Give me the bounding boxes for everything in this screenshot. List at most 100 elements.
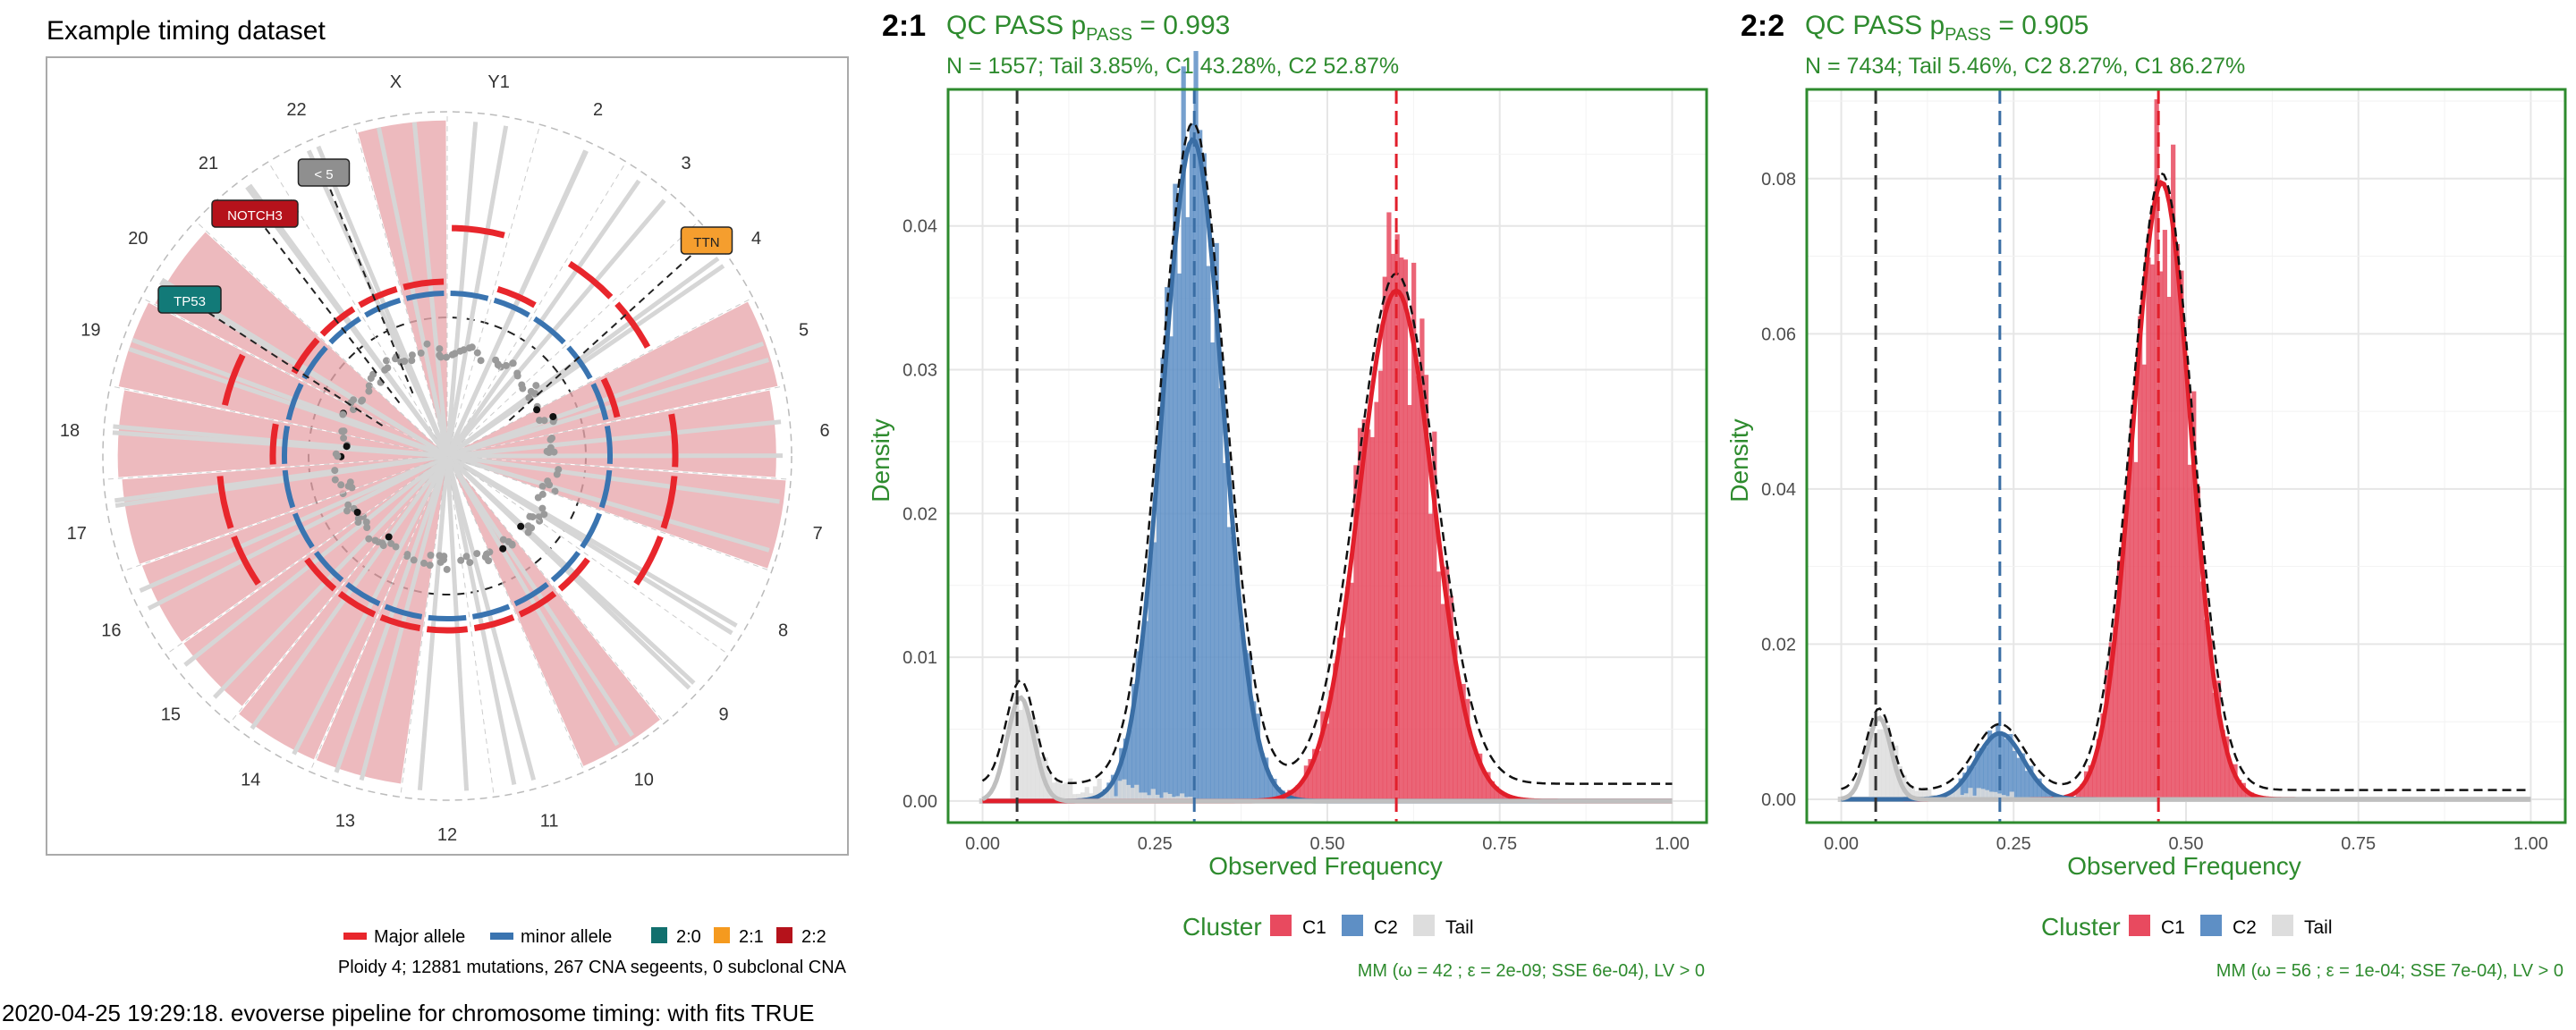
histogram-bar <box>2008 734 2013 799</box>
karyotype-2-2-swatch <box>776 927 792 943</box>
mutation-dot <box>353 509 361 516</box>
legend-label-tail: Tail <box>1445 917 1474 938</box>
mutation-dot <box>344 501 352 509</box>
histogram-bar <box>2125 493 2131 799</box>
histogram-bar <box>1209 342 1216 801</box>
cna-spike <box>183 454 449 667</box>
histogram-bar <box>2049 793 2055 799</box>
mutation-dot <box>468 343 476 351</box>
mutation-dot <box>378 539 386 547</box>
model-footnote: MM (ω = 56 ; ε = 1e-04; SSE 7e-04), LV >… <box>2216 961 2563 981</box>
footer-caption: 2020-04-25 19:29:18. evoverse pipeline f… <box>2 1000 815 1026</box>
histogram-bar <box>1966 765 1972 799</box>
histogram-bar <box>2191 391 2197 799</box>
chromosome-boundary <box>103 455 448 480</box>
mixture-density-curve <box>981 121 1673 785</box>
mutation-dot <box>436 351 444 359</box>
histogram-bar <box>2237 780 2242 799</box>
cna-spike <box>445 149 589 458</box>
mutation-dot <box>340 434 348 442</box>
mutation-dot <box>423 340 431 348</box>
mutation-dot <box>385 533 393 541</box>
y-tick-label: 0.01 <box>902 648 937 668</box>
histogram-bar <box>1361 418 1367 801</box>
histogram-bar <box>2199 581 2205 799</box>
histogram-bar <box>2083 771 2089 799</box>
histogram-bar <box>1222 462 1228 801</box>
histogram-bar <box>1478 753 1483 801</box>
y-tick-label: 0.04 <box>902 217 937 237</box>
histogram-bar <box>1105 787 1110 801</box>
circos-panel: Example timing dataset Y1 2 3 4 5 6 7 8 9 10 11 12 1… <box>46 16 849 977</box>
histogram-bar <box>1316 750 1321 801</box>
cna-spike <box>445 455 517 785</box>
histogram-bar <box>2108 642 2114 799</box>
gene-pointer-line <box>254 214 401 404</box>
cna-spike <box>445 455 470 791</box>
histogram-bar <box>2133 461 2139 799</box>
mutation-dot <box>331 467 339 475</box>
gene-label: < 5 <box>314 167 333 182</box>
outer-ring <box>102 111 792 801</box>
histogram-bar <box>1333 663 1338 801</box>
gene-label: TP53 <box>174 294 206 309</box>
histogram-bar <box>1163 792 1168 801</box>
gene-label: NOTCH3 <box>227 208 283 224</box>
cna-spike <box>445 453 733 636</box>
chromosome-label: 9 <box>719 705 729 725</box>
histogram-bar <box>1255 713 1261 801</box>
mutation-dot <box>466 559 474 567</box>
histogram-bar <box>1328 690 1334 801</box>
histogram-bar <box>1914 790 1919 799</box>
mutation-dot <box>343 507 351 515</box>
mutation-dot <box>508 541 516 549</box>
cna-spike <box>446 419 782 459</box>
histogram-bar <box>2195 486 2201 799</box>
cna-segment <box>183 456 447 706</box>
mutation-dot <box>354 514 362 522</box>
histogram-bar <box>1234 565 1240 801</box>
major-allele-arc <box>358 285 398 308</box>
mutation-dot <box>367 375 375 383</box>
histogram-bar <box>2162 230 2168 799</box>
histogram-bar <box>2105 670 2110 799</box>
mutation-dot <box>440 556 447 563</box>
histogram-bar <box>1991 735 1996 799</box>
histogram-bar <box>2096 739 2102 799</box>
gene-label: TTN <box>693 235 719 250</box>
gene-label-box <box>211 199 299 228</box>
cna-spike <box>445 125 509 457</box>
panel-2-1: 2:1 QC PASS pPASS = 0.993 N = 1557; Tail… <box>867 9 1708 981</box>
chromosome-label: 16 <box>101 621 121 641</box>
histogram-bar <box>1885 724 1891 799</box>
mutation-dot <box>483 550 490 558</box>
histogram-bar <box>1051 782 1056 801</box>
major-allele-arc <box>496 285 537 308</box>
histogram-bar <box>1984 789 1990 799</box>
mutation-dot <box>549 413 557 420</box>
chromosome-boundary <box>400 455 448 798</box>
cna-spike <box>245 185 450 458</box>
gene-label-box <box>680 226 733 255</box>
histogram-bar <box>1092 786 1098 801</box>
x-axis-title: Observed Frequency <box>2067 852 2301 880</box>
histogram-bar <box>1150 789 1156 801</box>
mutation-dot <box>363 524 371 531</box>
histogram-bar <box>1176 273 1182 801</box>
x-axis-title: Observed Frequency <box>1208 852 1442 880</box>
major-allele-arc <box>216 476 234 529</box>
legend-label-c1: C1 <box>2161 917 2185 938</box>
major-allele-arc <box>337 590 377 618</box>
histogram-bar <box>2158 271 2164 799</box>
histogram-bar <box>1868 727 1874 799</box>
histogram-bar <box>1473 752 1479 801</box>
x-tick-label: 0.75 <box>2341 834 2376 854</box>
model-footnote: MM (ω = 42 ; ε = 2e-09; SSE 6e-04), LV >… <box>1358 961 1705 981</box>
circos-legend: Major allele minor allele 2:0 2:1 2:2 Pl… <box>338 927 847 977</box>
histogram-bar <box>1349 582 1354 801</box>
histogram-bar <box>1320 711 1326 801</box>
histogram-bar <box>1214 242 1219 801</box>
mutation-dot <box>473 550 481 558</box>
histogram-bar <box>1968 788 1973 799</box>
legend-swatch-tail <box>2272 915 2293 936</box>
